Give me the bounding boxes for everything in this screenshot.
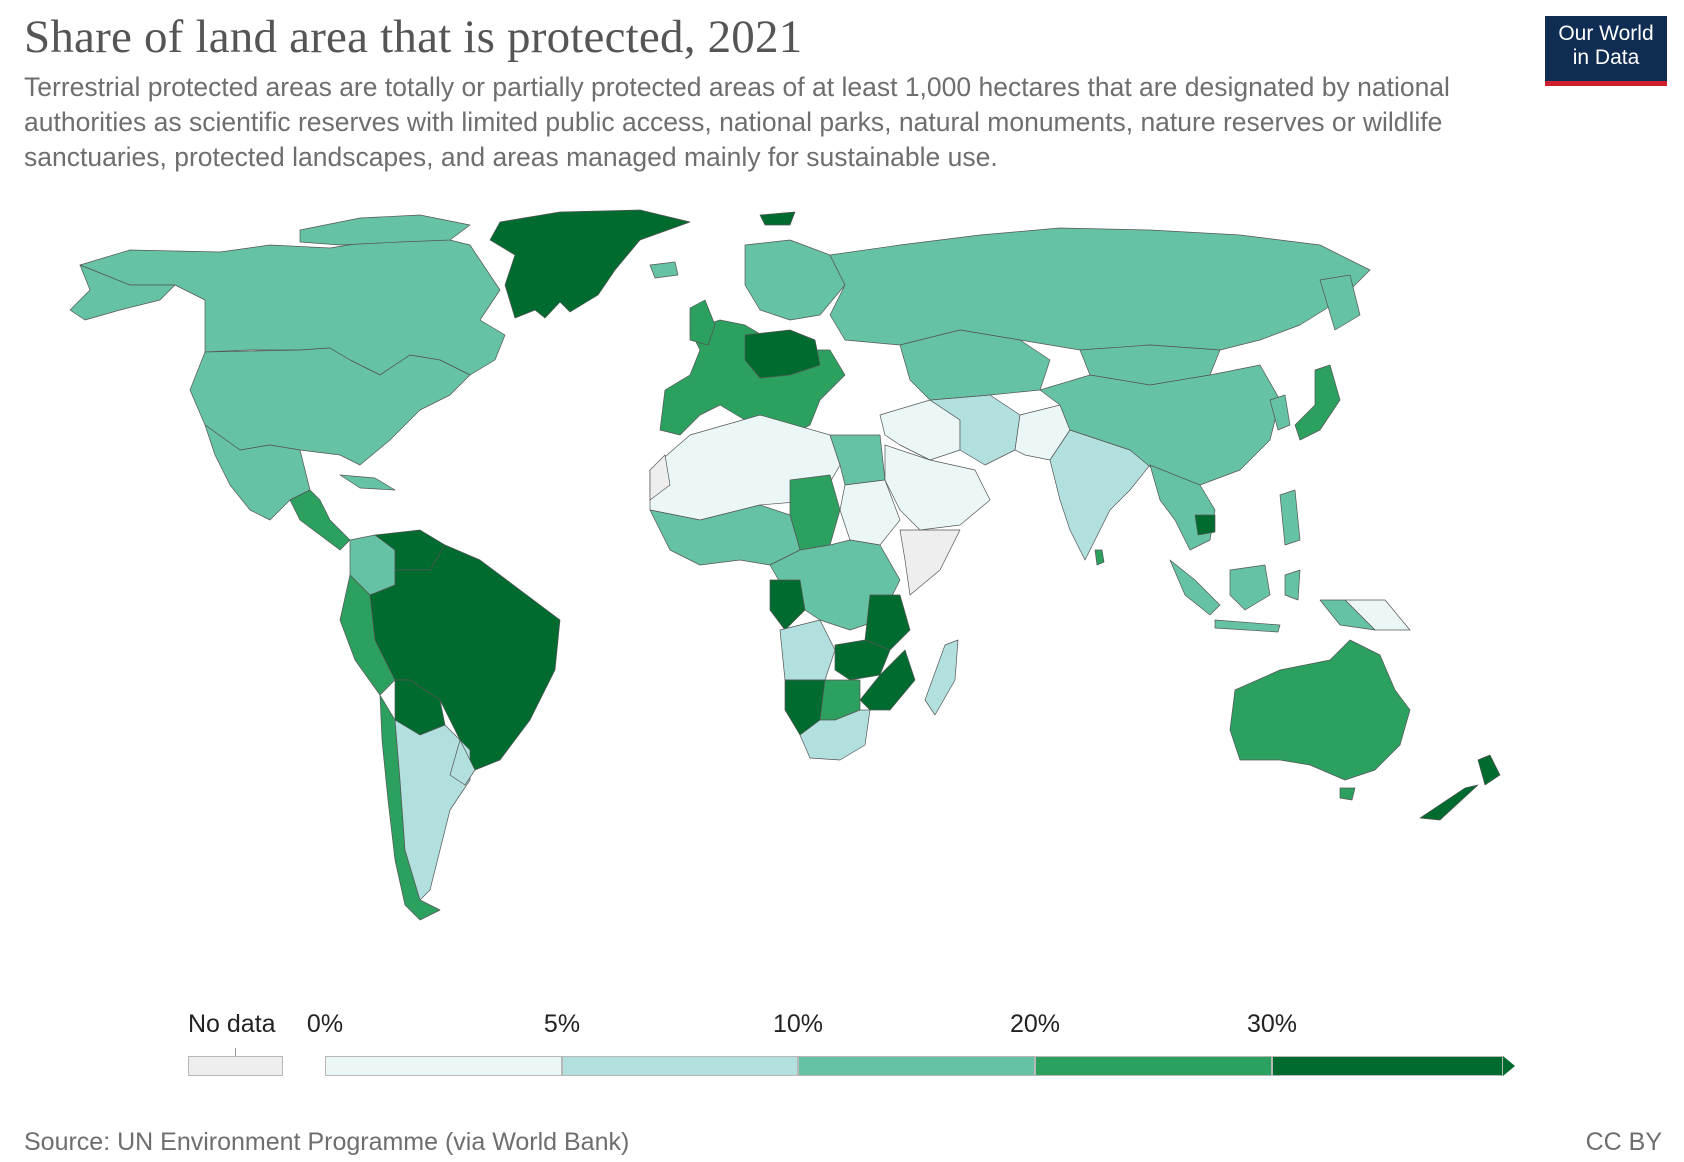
region-sri-lanka xyxy=(1094,549,1105,566)
region-alaska xyxy=(69,264,176,321)
region-brazil xyxy=(369,544,561,771)
region-angola xyxy=(779,619,836,681)
region-germany-poland xyxy=(744,329,821,379)
legend-no-data-swatch[interactable] xyxy=(188,1056,283,1076)
region-canada-islands xyxy=(299,214,471,246)
legend-no-data-label: No data xyxy=(188,1010,276,1038)
region-russia xyxy=(829,227,1371,351)
region-saudi-arabia xyxy=(884,444,991,531)
region-west-papua xyxy=(1319,599,1376,631)
region-japan xyxy=(1294,364,1341,441)
region-china xyxy=(1039,364,1281,486)
logo-line-1: Our World xyxy=(1558,22,1654,45)
region-argentina xyxy=(394,719,471,901)
region-uruguay xyxy=(449,739,476,786)
region-iceland xyxy=(649,261,679,279)
region-western-sahara xyxy=(649,454,671,501)
region-egypt xyxy=(829,434,886,486)
region-indonesia-sulawesi xyxy=(1284,569,1301,601)
region-chad xyxy=(789,474,841,551)
legend-bin-30-plus[interactable] xyxy=(1272,1056,1503,1076)
legend-bin-5-10[interactable] xyxy=(562,1056,798,1076)
legend-bin-10-20[interactable] xyxy=(798,1056,1035,1076)
region-mozambique xyxy=(859,649,916,711)
legend-bin-20-30[interactable] xyxy=(1035,1056,1272,1076)
region-caribbean xyxy=(339,474,396,491)
legend-tick-20: 20% xyxy=(1009,1010,1061,1038)
owid-logo[interactable]: Our World in Data xyxy=(1545,16,1667,86)
region-tasmania xyxy=(1339,787,1356,801)
region-new-zealand-south xyxy=(1419,784,1479,821)
legend-tick-5: 5% xyxy=(543,1010,581,1038)
legend-tick-30: 30% xyxy=(1246,1010,1298,1038)
world-map xyxy=(0,200,1684,940)
region-svalbard xyxy=(759,211,796,226)
region-uk xyxy=(689,299,716,346)
region-indonesia-sumatra xyxy=(1169,559,1221,616)
region-scandinavia xyxy=(744,239,846,321)
region-congo xyxy=(769,579,806,631)
region-horn xyxy=(899,529,961,596)
logo-line-2: in Data xyxy=(1572,46,1640,69)
region-indonesia-java xyxy=(1214,619,1281,633)
region-south-africa xyxy=(799,709,871,761)
legend-no-data-tick xyxy=(235,1048,236,1056)
map-svg xyxy=(69,209,1501,921)
region-central-america xyxy=(289,489,351,551)
legend-arrow-icon xyxy=(1503,1056,1515,1076)
chart-subtitle: Terrestrial protected areas are totally … xyxy=(24,72,1450,172)
legend-tick-10: 10% xyxy=(772,1010,824,1038)
legend: No data 0% 5% 10% 20% 30% xyxy=(0,1010,1684,1090)
legend-tick-0: 0% xyxy=(306,1010,344,1038)
legend-bin-0-5[interactable] xyxy=(325,1056,562,1076)
region-philippines xyxy=(1279,489,1301,546)
region-madagascar xyxy=(924,639,959,716)
license-link[interactable]: CC BY xyxy=(1585,1128,1662,1156)
region-greenland xyxy=(489,209,691,319)
region-indonesia-borneo xyxy=(1229,564,1271,611)
chart-title: Share of land area that is protected, 20… xyxy=(24,11,803,63)
region-iran xyxy=(929,394,1021,466)
region-kamchatka xyxy=(1319,274,1361,331)
source-note[interactable]: Source: UN Environment Programme (via Wo… xyxy=(24,1128,630,1156)
region-korea xyxy=(1269,394,1291,431)
region-australia xyxy=(1229,639,1411,781)
region-tanzania xyxy=(864,594,911,651)
region-new-zealand-north xyxy=(1477,754,1501,786)
region-cambodia xyxy=(1194,514,1216,536)
